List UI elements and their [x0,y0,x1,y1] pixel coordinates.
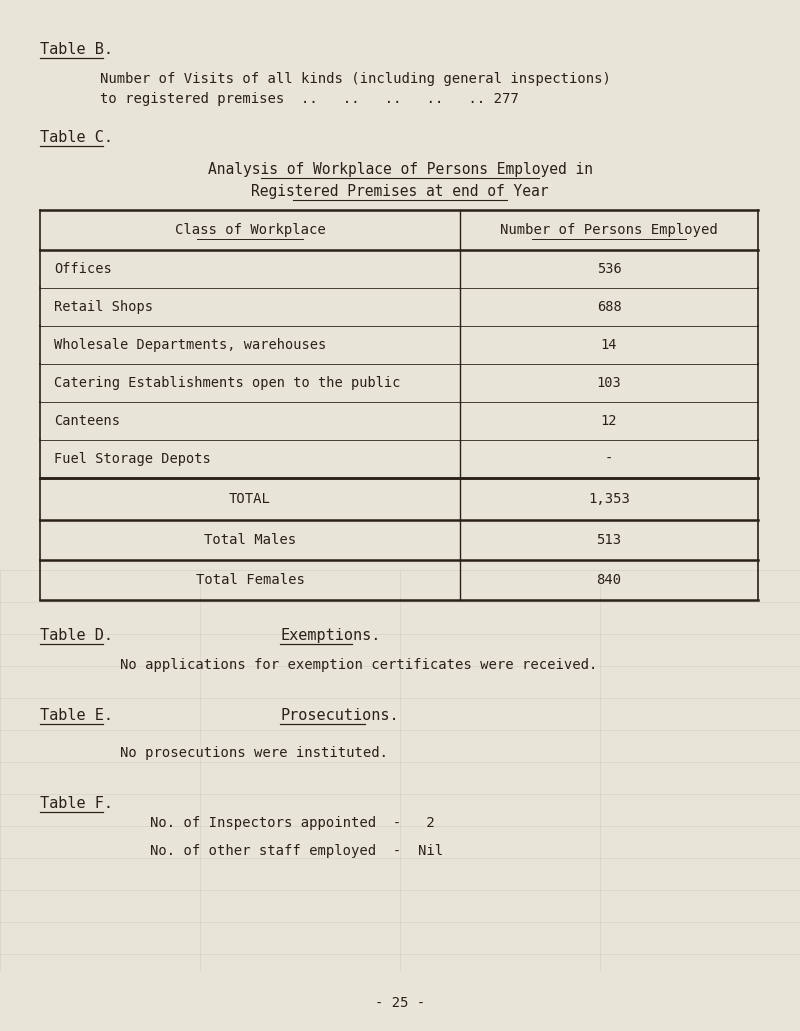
Text: Number of Persons Employed: Number of Persons Employed [500,223,718,237]
Text: Total Females: Total Females [195,573,305,587]
Text: TOTAL: TOTAL [229,492,271,506]
Text: Analysis of Workplace of Persons Employed in: Analysis of Workplace of Persons Employe… [207,162,593,177]
Text: Catering Establishments open to the public: Catering Establishments open to the publ… [54,376,401,390]
Text: Fuel Storage Depots: Fuel Storage Depots [54,452,210,466]
Text: Table D.: Table D. [40,628,113,643]
Text: Class of Workplace: Class of Workplace [174,223,326,237]
Text: 1,353: 1,353 [588,492,630,506]
Text: No. of other staff employed  -  Nil: No. of other staff employed - Nil [150,844,443,858]
Text: Retail Shops: Retail Shops [54,300,153,314]
Text: Registered Premises at end of Year: Registered Premises at end of Year [251,184,549,199]
Text: 14: 14 [601,338,618,352]
Text: No prosecutions were instituted.: No prosecutions were instituted. [120,746,388,760]
Text: to registered premises  ..   ..   ..   ..   .. 277: to registered premises .. .. .. .. .. 27… [100,92,518,106]
Text: No. of Inspectors appointed  -   2: No. of Inspectors appointed - 2 [150,816,434,830]
Text: Number of Visits of all kinds (including general inspections): Number of Visits of all kinds (including… [100,72,611,86]
Text: Table E.: Table E. [40,708,113,723]
Text: 840: 840 [597,573,622,587]
Text: Table C.: Table C. [40,130,113,145]
Text: 513: 513 [597,533,622,547]
Text: No applications for exemption certificates were received.: No applications for exemption certificat… [120,658,598,672]
Text: Exemptions.: Exemptions. [280,628,380,643]
Text: 688: 688 [597,300,622,314]
Text: Canteens: Canteens [54,414,120,428]
Text: 536: 536 [597,262,622,276]
Text: Wholesale Departments, warehouses: Wholesale Departments, warehouses [54,338,326,352]
Text: Offices: Offices [54,262,112,276]
Text: -: - [605,452,613,466]
Text: 12: 12 [601,414,618,428]
Text: Table B.: Table B. [40,42,113,57]
Text: Total Males: Total Males [204,533,296,547]
Text: 103: 103 [597,376,622,390]
Text: Prosecutions.: Prosecutions. [280,708,398,723]
Text: Table F.: Table F. [40,796,113,811]
Text: - 25 -: - 25 - [375,996,425,1010]
